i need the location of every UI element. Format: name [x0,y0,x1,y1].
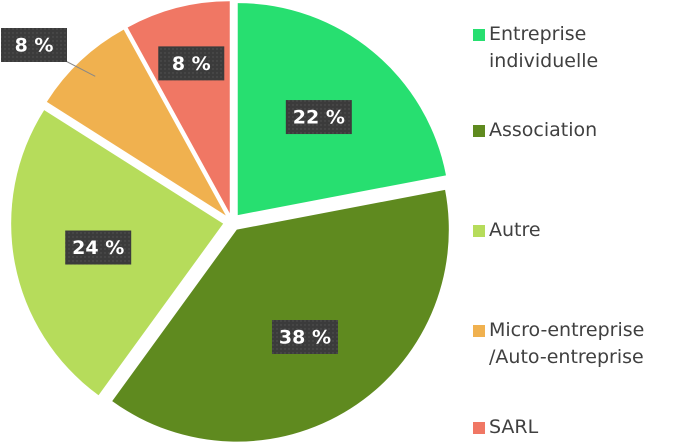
data-label: 8 % [158,46,225,81]
legend-item: Micro-entreprise /Auto-entreprise [473,317,685,371]
data-label: 22 % [285,100,352,135]
data-label-box [285,100,352,135]
legend-swatch [473,125,485,137]
legend-item: Autre [473,217,685,244]
legend-swatch [473,422,485,434]
legend-label: SARL [489,416,539,438]
pie-slice [112,189,449,442]
legend-item: Association [473,117,685,144]
pie-slice [46,29,226,216]
data-label-box [158,46,225,81]
data-label: 24 % [65,230,132,265]
legend-swatch [473,225,485,237]
data-label-text: 22 % [293,107,345,129]
legend-label: Autre [489,219,541,241]
legend-swatch [473,325,485,337]
legend: Entreprise individuelle Association Autre M… [473,0,685,443]
legend-label: Association [489,119,598,141]
data-label: 8 % [1,28,67,62]
legend-item: Entreprise individuelle [473,21,685,75]
legend-item: SARL [473,414,685,441]
data-label-box [271,319,338,354]
data-label-text: 8 % [172,53,211,75]
data-label-text: 8 % [15,35,54,57]
data-label-box [1,28,67,62]
data-label: 38 % [271,319,338,354]
data-label-box [65,230,132,265]
legend-label: Entreprise individuelle [489,23,599,72]
data-label-text: 24 % [72,237,124,259]
legend-swatch [473,29,485,41]
data-label-text: 38 % [279,326,331,348]
legend-label: Micro-entreprise /Auto-entreprise [489,319,645,368]
